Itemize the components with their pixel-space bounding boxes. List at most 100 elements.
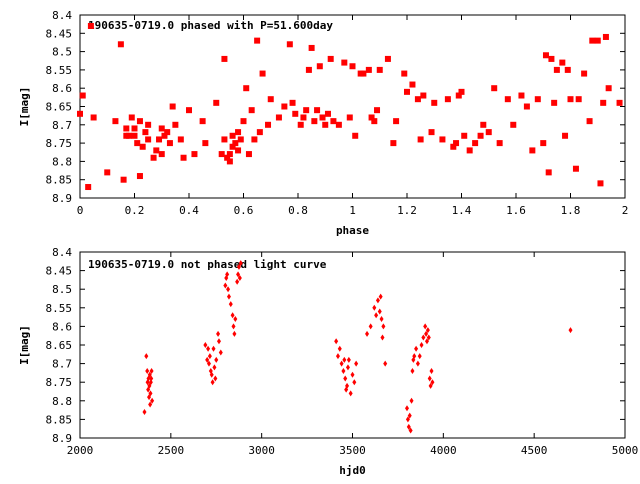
data-point [360,70,367,77]
data-point [431,99,438,106]
data-point [186,107,192,114]
x-tick-label: 1 [349,204,356,217]
data-point [334,338,339,345]
y-tick-label: 8.8 [52,395,72,408]
data-point [79,92,86,99]
data-point [428,382,433,389]
data-point [545,169,552,176]
data-point [199,118,206,125]
data-point [407,412,412,419]
data-point [226,293,231,300]
data-point [153,147,160,154]
data-point [128,114,135,121]
data-point [142,408,147,415]
data-point [426,334,431,341]
data-point [221,55,228,62]
data-point [429,368,434,375]
data-point [352,379,357,386]
data-point [231,323,236,330]
data-point [390,140,397,147]
data-point [534,96,541,103]
data-point [428,129,435,136]
data-point [202,140,209,147]
data-point [419,342,424,348]
data-point [346,114,353,121]
data-point [572,165,579,172]
unphased-light-curve-chart: 2000 2500 3000 3500 4000 4500 5000 8.4 8.45 8.5 8.… [18,246,638,477]
data-point [510,121,517,128]
data-point [379,315,384,322]
data-point [540,140,547,147]
data-point [401,70,408,77]
data-point [256,129,263,136]
data-point [126,132,133,139]
data-point [218,151,225,158]
data-point [236,263,241,270]
data-point [236,271,241,278]
y-axis-label: I[mag] [18,325,31,365]
data-point [406,423,411,430]
data-point [148,379,153,386]
data-point [235,278,240,285]
y-tick-label: 8.85 [46,174,73,187]
data-point [292,110,299,117]
data-point [412,353,417,360]
data-point [529,147,536,154]
phased-light-curve-chart: 0 0.2 0.4 0.6 0.8 1 1.2 1.4 1.6 1.8 2 8.4 8.45 8.5 8.5… [18,9,628,237]
data-point [383,360,388,367]
data-point [206,360,211,367]
data-point [375,297,380,304]
data-point [226,151,233,158]
x-tick-label: 4000 [430,444,457,457]
data-point [567,96,574,103]
data-point [348,390,353,397]
data-point [223,282,228,289]
data-point [319,114,326,121]
x-tick-label: 2 [622,204,629,217]
data-point [335,121,342,128]
y-tick-label: 8.4 [52,9,72,22]
data-point [376,66,383,73]
x-tick-label: 1.2 [397,204,417,217]
data-point [324,110,331,117]
data-point [368,114,375,121]
data-point [568,327,573,334]
x-tick-label: 0.4 [179,204,199,217]
data-point [594,37,601,44]
data-point [156,136,163,143]
y-tick-label: 8.9 [52,432,72,445]
y-tick-label: 8.65 [46,339,73,352]
data-point [548,55,555,62]
data-point [191,151,198,158]
data-point [243,85,250,92]
data-point [232,140,239,147]
data-point [104,169,111,176]
data-point [384,55,391,62]
x-axis-label: hjd0 [339,464,366,477]
data-point [238,260,243,267]
y-tick-label: 8.55 [46,64,73,77]
data-point [213,99,220,106]
data-point [477,132,484,139]
x-tick-label: 1.4 [452,204,472,217]
data-point [352,132,359,139]
x-tick-label: 4500 [521,444,548,457]
data-point [405,416,410,423]
data-point [341,59,348,66]
data-point [267,96,274,103]
data-point [562,132,569,139]
data-point [303,107,310,114]
data-point [150,397,155,404]
data-point [341,368,346,375]
data-point [123,125,130,132]
data-point [85,184,92,191]
data-point [281,103,288,110]
data-point [575,96,582,103]
data-point [149,375,154,382]
data-point [378,293,383,300]
data-point [472,140,479,147]
data-point [218,349,223,356]
data-point [314,107,321,114]
data-point [491,85,498,92]
